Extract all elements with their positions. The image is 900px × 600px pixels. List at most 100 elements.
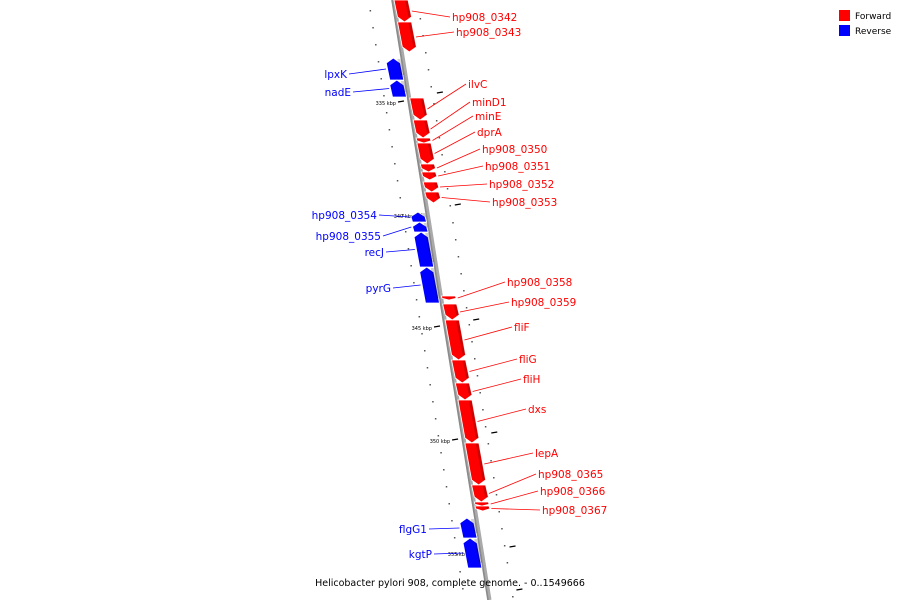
label-connector bbox=[382, 226, 412, 237]
gene-label-hp908_0366[interactable]: hp908_0366 bbox=[540, 486, 606, 498]
gene-arrow[interactable] bbox=[454, 382, 473, 401]
gene-label-hp908_0342[interactable]: hp908_0342 bbox=[452, 12, 517, 24]
gene-arrow[interactable] bbox=[419, 163, 436, 173]
gene-label-hp908_0358[interactable]: hp908_0358 bbox=[507, 277, 572, 289]
gene-hp908_0352[interactable] bbox=[422, 181, 440, 193]
gene-arrow[interactable] bbox=[474, 505, 491, 512]
gene-arrow-shade bbox=[462, 361, 470, 378]
gene-arrow[interactable] bbox=[444, 319, 467, 361]
gene-lepA[interactable] bbox=[464, 442, 487, 486]
label-connector bbox=[392, 284, 421, 289]
gene-label-hp908_0365[interactable]: hp908_0365 bbox=[538, 469, 603, 481]
gene-arrow[interactable] bbox=[393, 0, 412, 23]
gene-pyrG[interactable] bbox=[419, 266, 440, 304]
gene-arrow-shade bbox=[474, 539, 482, 563]
gene-arrow[interactable] bbox=[464, 442, 487, 486]
gene-arrow-shade bbox=[400, 81, 407, 92]
gene-dprA[interactable] bbox=[416, 142, 435, 165]
gene-arrow[interactable] bbox=[409, 97, 428, 121]
gene-label-minD1[interactable]: minD1 bbox=[472, 97, 507, 109]
gene-label-lpxK[interactable]: lpxK bbox=[324, 69, 348, 81]
label-connector bbox=[428, 527, 460, 530]
gene-arrow[interactable] bbox=[397, 21, 417, 53]
gene-label-lepA[interactable]: lepA bbox=[535, 448, 559, 460]
gene-fliF[interactable] bbox=[444, 319, 467, 361]
gene-arrow[interactable] bbox=[412, 119, 431, 139]
gene-label-nadE[interactable]: nadE bbox=[325, 87, 351, 99]
genome-caption: Helicobacter pylori 908, complete genome… bbox=[315, 578, 585, 589]
gene-label-hp908_0343[interactable]: hp908_0343 bbox=[456, 27, 521, 39]
gene-arrow-shade bbox=[485, 503, 489, 505]
gene-hp908_0358[interactable] bbox=[440, 295, 457, 301]
gene-label-fliF[interactable]: fliF bbox=[514, 322, 530, 334]
label-connector bbox=[348, 68, 387, 75]
label-connector bbox=[464, 326, 513, 341]
gene-label-hp908_0354[interactable]: hp908_0354 bbox=[312, 210, 378, 222]
gene-arrow-shade bbox=[432, 173, 437, 177]
gene-arrow-shade bbox=[453, 305, 460, 315]
gene-label-fliG[interactable]: fliG bbox=[519, 354, 537, 366]
gene-dxs[interactable] bbox=[457, 399, 480, 444]
gene-arrow[interactable] bbox=[457, 399, 480, 444]
gene-label-hp908_0359[interactable]: hp908_0359 bbox=[511, 297, 576, 309]
gene-hp908_0367[interactable] bbox=[474, 505, 491, 512]
gene-arrow[interactable] bbox=[422, 181, 440, 193]
gene-arrow[interactable] bbox=[451, 359, 470, 384]
gene-arrow[interactable] bbox=[473, 501, 490, 507]
gene-nadE[interactable] bbox=[389, 79, 408, 98]
gene-arrow-shade bbox=[452, 297, 456, 299]
gene-label-fliH[interactable]: fliH bbox=[523, 374, 540, 386]
legend-item-reverse: Reverse bbox=[839, 25, 892, 37]
gene-hp908_0343[interactable] bbox=[397, 21, 417, 53]
gene-label-hp908_0352[interactable]: hp908_0352 bbox=[489, 179, 554, 191]
gene-hp908_0359[interactable] bbox=[442, 303, 460, 321]
gene-label-hp908_0367[interactable]: hp908_0367 bbox=[542, 505, 607, 517]
gene-label-hp908_0351[interactable]: hp908_0351 bbox=[485, 161, 550, 173]
gene-hp908_0342[interactable] bbox=[393, 0, 412, 23]
gene-hp908_0351[interactable] bbox=[420, 171, 438, 181]
label-connector bbox=[457, 281, 506, 299]
gene-minE[interactable] bbox=[415, 137, 432, 144]
gene-arrow-shade bbox=[430, 268, 440, 298]
gene-label-hp908_0353[interactable]: hp908_0353 bbox=[492, 197, 557, 209]
gene-arrow[interactable] bbox=[389, 79, 408, 98]
gene-kgtP[interactable] bbox=[462, 537, 483, 569]
gene-hp908_0350[interactable] bbox=[419, 163, 436, 173]
gene-arrow[interactable] bbox=[419, 266, 440, 304]
gene-arrow[interactable] bbox=[442, 303, 460, 321]
gene-label-hp908_0355[interactable]: hp908_0355 bbox=[316, 231, 381, 243]
gene-label-dprA[interactable]: dprA bbox=[477, 127, 503, 139]
gene-label-dxs[interactable]: dxs bbox=[528, 404, 546, 416]
gene-fliG[interactable] bbox=[451, 359, 470, 384]
gene-arrow[interactable] bbox=[424, 191, 441, 204]
gene-arrow-shade bbox=[421, 213, 427, 218]
gene-label-flgG1[interactable]: flgG1 bbox=[399, 524, 427, 536]
gene-label-kgtP[interactable]: kgtP bbox=[409, 549, 432, 561]
gene-arrow[interactable] bbox=[415, 137, 432, 144]
legend-label: Forward bbox=[855, 12, 891, 22]
gene-lpxK[interactable] bbox=[385, 57, 405, 81]
gene-ilvC[interactable] bbox=[409, 97, 428, 121]
gene-minD1[interactable] bbox=[412, 119, 431, 139]
gene-arrow[interactable] bbox=[440, 295, 457, 301]
gene-arrow[interactable] bbox=[420, 171, 438, 181]
gene-fliH[interactable] bbox=[454, 382, 473, 401]
gene-hp908_0355[interactable] bbox=[412, 221, 429, 233]
label-connector bbox=[434, 131, 476, 154]
gene-label-ilvC[interactable]: ilvC bbox=[468, 79, 487, 91]
gene-label-minE[interactable]: minE bbox=[475, 111, 501, 123]
gene-arrow[interactable] bbox=[416, 142, 435, 165]
legend-swatch bbox=[839, 25, 850, 36]
gene-label-recJ[interactable]: recJ bbox=[365, 247, 384, 259]
gene-arrow[interactable] bbox=[471, 484, 489, 503]
gene-hp908_0366[interactable] bbox=[473, 501, 490, 507]
gene-hp908_0353[interactable] bbox=[424, 191, 441, 204]
label-connector bbox=[430, 101, 471, 130]
label-connector bbox=[484, 452, 534, 465]
label-connector bbox=[433, 552, 464, 555]
gene-label-pyrG[interactable]: pyrG bbox=[366, 283, 391, 295]
gene-flgG1[interactable] bbox=[459, 517, 478, 539]
gene-label-hp908_0350[interactable]: hp908_0350 bbox=[482, 144, 547, 156]
gene-arrow[interactable] bbox=[462, 537, 483, 569]
gene-hp908_0365[interactable] bbox=[471, 484, 489, 503]
